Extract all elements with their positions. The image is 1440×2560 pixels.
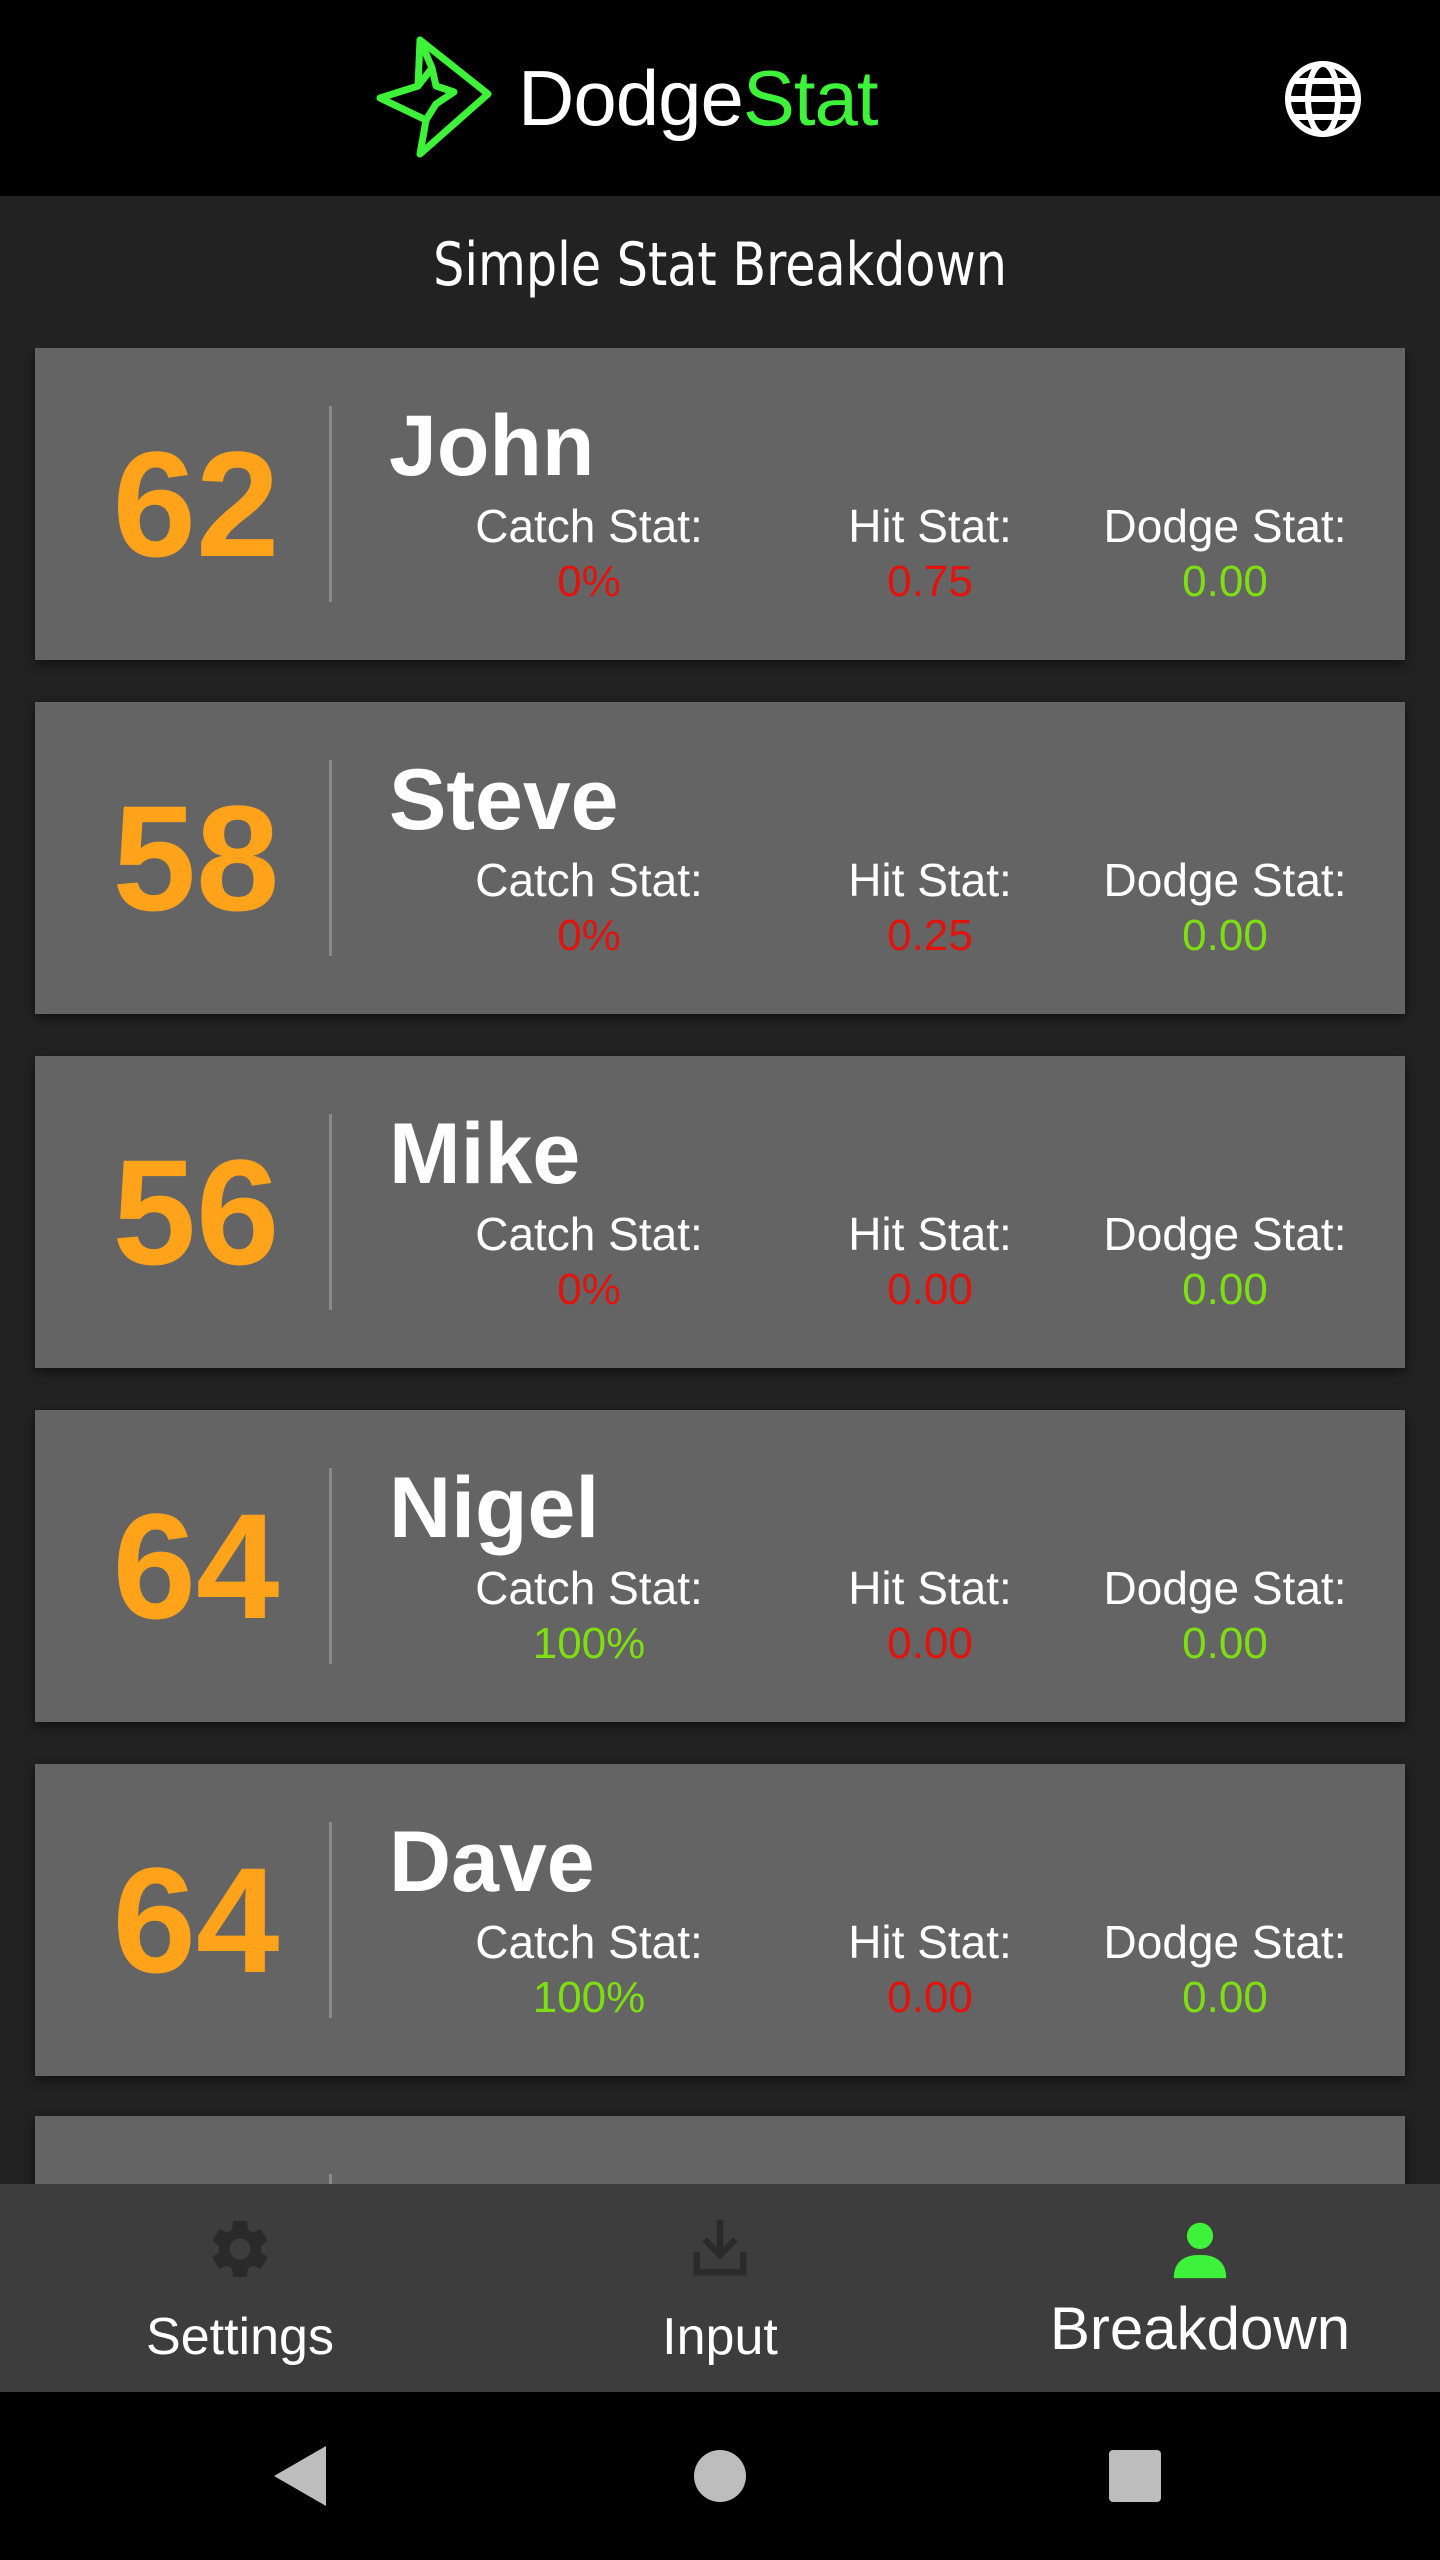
catch-stat-label: Catch Stat: — [475, 1562, 703, 1614]
page-title: Simple Stat Breakdown — [433, 230, 1007, 300]
dodge-stat: Dodge Stat: 0.00 — [1075, 1206, 1375, 1318]
catch-stat-value: 100% — [532, 1973, 646, 2022]
home-circle-icon[interactable] — [680, 2436, 760, 2516]
hit-stat: Hit Stat: 0.00 — [765, 1560, 1095, 1672]
card-divider — [329, 2174, 332, 2184]
dodge-stat: Dodge Stat: 0.00 — [1075, 852, 1375, 964]
nav-breakdown[interactable]: Breakdown — [960, 2184, 1440, 2392]
catch-stat: Catch Stat: 100% — [405, 1914, 773, 2026]
card-divider — [329, 406, 332, 602]
player-name: Steve — [389, 752, 619, 848]
system-navigation-bar — [0, 2392, 1440, 2560]
nav-input-label: Input — [662, 2308, 778, 2366]
dodge-stat-value: 0.00 — [1182, 557, 1268, 606]
dodge-stat-label: Dodge Stat: — [1103, 1208, 1347, 1260]
dodge-stat-value: 0.00 — [1182, 1973, 1268, 2022]
catch-stat-label: Catch Stat: — [475, 854, 703, 906]
player-card[interactable]: 58 Steve Catch Stat: 0% Hit Stat: 0.25 D… — [35, 702, 1405, 1014]
dodge-stat-label: Dodge Stat: — [1103, 1562, 1347, 1614]
player-card-partial[interactable] — [35, 2116, 1405, 2184]
player-card[interactable]: 62 John Catch Stat: 0% Hit Stat: 0.75 Do… — [35, 348, 1405, 660]
player-card[interactable]: 56 Mike Catch Stat: 0% Hit Stat: 0.00 Do… — [35, 1056, 1405, 1368]
player-name: Dave — [389, 1814, 595, 1910]
dodge-stat-value: 0.00 — [1182, 1619, 1268, 1668]
catch-stat: Catch Stat: 0% — [405, 852, 773, 964]
nav-input[interactable]: Input — [480, 2184, 960, 2392]
person-icon — [1173, 2222, 1227, 2279]
hit-stat: Hit Stat: 0.75 — [765, 498, 1095, 610]
dodgestat-logo-icon — [376, 36, 492, 158]
player-list[interactable]: 62 John Catch Stat: 0% Hit Stat: 0.75 Do… — [0, 348, 1440, 2184]
card-divider — [329, 1114, 332, 1310]
hit-stat-value: 0.00 — [887, 1265, 973, 1314]
card-divider — [329, 760, 332, 956]
gear-icon — [212, 2221, 268, 2277]
nav-breakdown-label: Breakdown — [1049, 2295, 1351, 2362]
dodge-stat-label: Dodge Stat: — [1103, 854, 1347, 906]
player-score: 64 — [112, 1836, 280, 2004]
hit-stat-value: 0.75 — [887, 557, 973, 606]
catch-stat-value: 100% — [532, 1619, 646, 1668]
player-score: 56 — [112, 1128, 280, 1296]
catch-stat-label: Catch Stat: — [475, 500, 703, 552]
player-name: John — [389, 398, 595, 494]
dodge-stat: Dodge Stat: 0.00 — [1075, 1914, 1375, 2026]
hit-stat-value: 0.00 — [887, 1619, 973, 1668]
dodge-stat: Dodge Stat: 0.00 — [1075, 498, 1375, 610]
nav-settings-label: Settings — [146, 2308, 334, 2366]
dodge-stat: Dodge Stat: 0.00 — [1075, 1560, 1375, 1672]
brand-text-stat: Stat — [742, 54, 879, 142]
nav-settings[interactable]: Settings — [0, 2184, 480, 2392]
hit-stat-value: 0.25 — [887, 911, 973, 960]
player-score: 58 — [112, 774, 280, 942]
card-divider — [329, 1468, 332, 1664]
hit-stat: Hit Stat: 0.00 — [765, 1206, 1095, 1318]
dodge-stat-label: Dodge Stat: — [1103, 1916, 1347, 1968]
catch-stat: Catch Stat: 100% — [405, 1560, 773, 1672]
app-header: DodgeStat — [0, 0, 1440, 196]
bottom-navigation: Settings Input Breakdown — [0, 2184, 1440, 2392]
hit-stat-label: Hit Stat: — [848, 500, 1012, 552]
player-card[interactable]: 64 Nigel Catch Stat: 100% Hit Stat: 0.00… — [35, 1410, 1405, 1722]
dodge-stat-label: Dodge Stat: — [1103, 500, 1347, 552]
player-name: Mike — [389, 1106, 581, 1202]
brand-text-dodge: Dodge — [518, 54, 744, 142]
catch-stat-value: 0% — [557, 1265, 621, 1314]
hit-stat-label: Hit Stat: — [848, 1562, 1012, 1614]
player-name: Nigel — [389, 1460, 600, 1556]
card-divider — [329, 1822, 332, 2018]
catch-stat-value: 0% — [557, 557, 621, 606]
catch-stat-label: Catch Stat: — [475, 1208, 703, 1260]
recents-square-icon[interactable] — [1095, 2436, 1175, 2516]
player-score: 62 — [112, 420, 280, 588]
dodge-stat-value: 0.00 — [1182, 911, 1268, 960]
download-icon — [693, 2219, 747, 2276]
globe-icon[interactable] — [1282, 58, 1364, 140]
catch-stat: Catch Stat: 0% — [405, 498, 773, 610]
player-card[interactable]: 64 Dave Catch Stat: 100% Hit Stat: 0.00 … — [35, 1764, 1405, 2076]
hit-stat: Hit Stat: 0.25 — [765, 852, 1095, 964]
player-score: 64 — [112, 1482, 280, 1650]
hit-stat-label: Hit Stat: — [848, 1208, 1012, 1260]
catch-stat-label: Catch Stat: — [475, 1916, 703, 1968]
hit-stat-label: Hit Stat: — [848, 1916, 1012, 1968]
app-brand: DodgeStat — [518, 48, 879, 148]
hit-stat-value: 0.00 — [887, 1973, 973, 2022]
catch-stat-value: 0% — [557, 911, 621, 960]
catch-stat: Catch Stat: 0% — [405, 1206, 773, 1318]
hit-stat: Hit Stat: 0.00 — [765, 1914, 1095, 2026]
hit-stat-label: Hit Stat: — [848, 854, 1012, 906]
dodge-stat-value: 0.00 — [1182, 1265, 1268, 1314]
back-triangle-icon[interactable] — [260, 2436, 340, 2516]
